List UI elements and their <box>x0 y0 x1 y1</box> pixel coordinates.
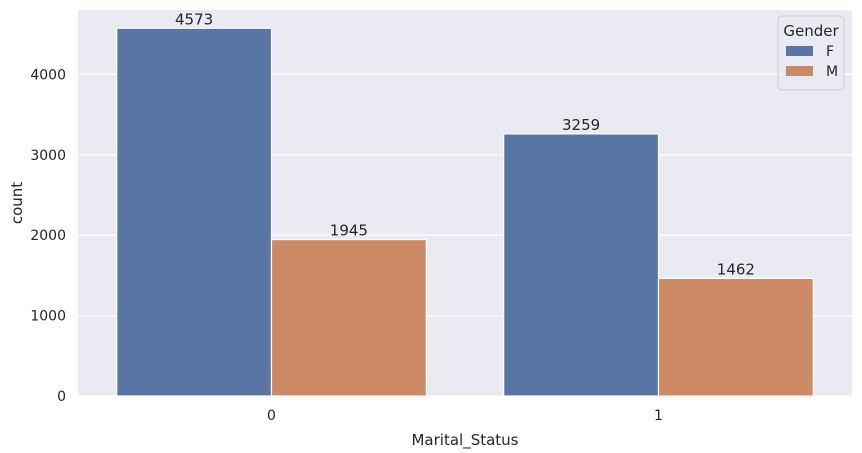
bar-value-label: 4573 <box>175 10 213 28</box>
bars <box>116 27 814 397</box>
y-tick-label: 3000 <box>30 148 66 164</box>
bar-value-label: 3259 <box>562 116 600 134</box>
legend-swatch-M <box>786 66 813 76</box>
legend-items: FM <box>786 44 838 80</box>
x-tick-label: 0 <box>267 408 276 424</box>
y-tick-labels: 0 1000 2000 3000 4000 <box>30 67 66 405</box>
y-axis-label: count <box>8 182 26 224</box>
bar-M-1 <box>657 277 814 397</box>
y-tick-label: 4000 <box>30 67 66 83</box>
x-axis-label: Marital_Status <box>411 431 518 450</box>
bar-M-0 <box>270 238 427 397</box>
y-tick-label: 0 <box>57 389 66 405</box>
bar-F-1 <box>503 133 660 397</box>
bar-value-labels: 4573 1945 3259 1462 <box>175 10 755 278</box>
bar-value-label: 1462 <box>717 260 755 278</box>
y-tick-label: 2000 <box>30 228 66 244</box>
legend: Gender FM <box>777 15 845 91</box>
x-tick-label: 1 <box>654 408 663 424</box>
legend-label: M <box>826 64 838 80</box>
legend-label: F <box>826 44 834 60</box>
legend-swatch-F <box>786 46 813 56</box>
legend-title: Gender <box>783 22 839 40</box>
bar-value-label: 1945 <box>330 222 368 240</box>
bar-F-0 <box>116 27 273 397</box>
y-tick-label: 1000 <box>30 309 66 325</box>
